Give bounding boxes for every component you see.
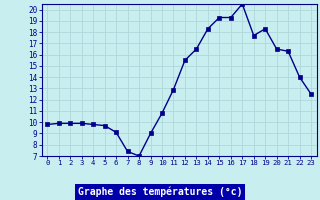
Text: Graphe des températures (°c): Graphe des températures (°c)	[78, 187, 242, 197]
